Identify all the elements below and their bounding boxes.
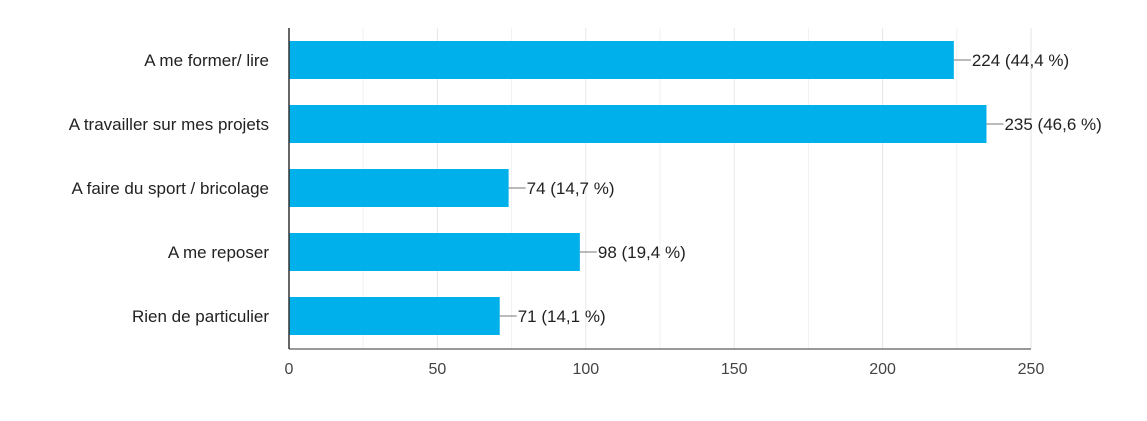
x-tick-label: 200 [869,361,896,378]
data-label: 74 (14,7 %) [527,179,615,198]
x-tick-label: 250 [1018,361,1045,378]
gridlines [362,28,1032,349]
bar [289,41,954,79]
bar [289,297,500,335]
category-label: A faire du sport / bricolage [71,179,269,198]
bars [289,41,987,335]
bar [289,169,509,207]
category-label: A travailler sur mes projets [69,115,269,134]
x-tick-label: 150 [721,361,748,378]
data-label: 235 (46,6 %) [1004,115,1101,134]
bar [289,233,580,271]
data-label: 71 (14,1 %) [518,307,606,326]
x-tick-label: 50 [429,361,447,378]
x-tick-label: 0 [285,361,294,378]
bar [289,105,987,143]
data-label: 224 (44,4 %) [972,51,1069,70]
x-tick-label: 100 [572,361,599,378]
category-label: A me reposer [168,243,269,262]
axes: 0 50 100 150 200 250 [285,28,1045,378]
category-label: Rien de particulier [132,307,269,326]
data-labels: A me former/ lire 224 (44,4 %) A travaille… [69,51,1102,326]
data-label: 98 (19,4 %) [598,243,686,262]
category-label: A me former/ lire [144,51,269,70]
